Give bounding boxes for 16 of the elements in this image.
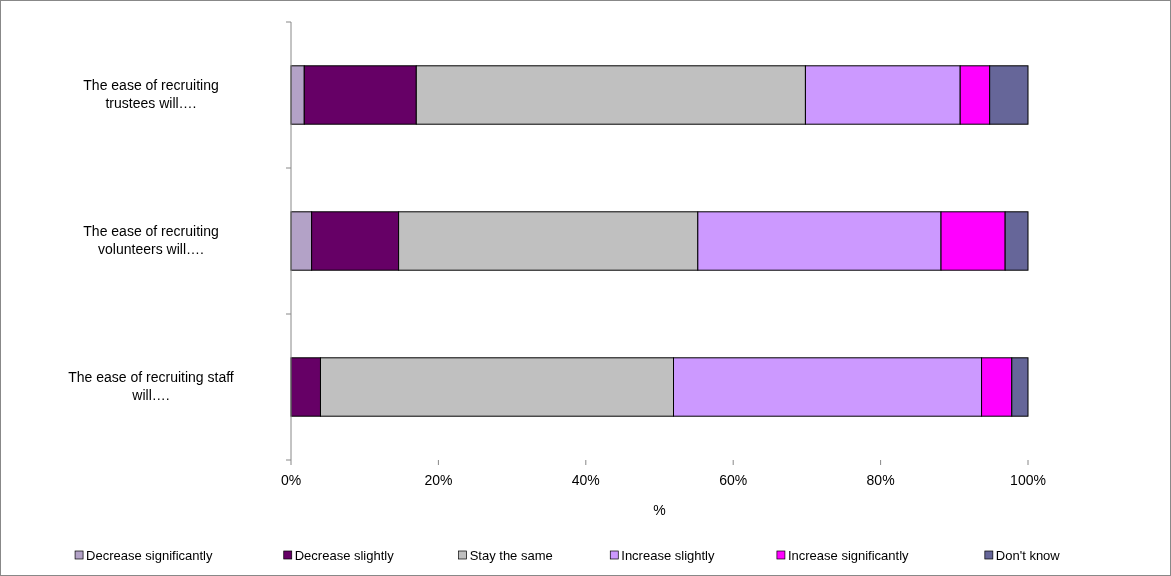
legend-label: Increase significantly [787, 548, 910, 563]
legend-label: Increase slightly [621, 548, 715, 563]
x-tick-label: 20% [424, 472, 453, 488]
y-tick-label: The ease of recruiting trustees will…. [83, 76, 219, 111]
x-axis-title: % [653, 502, 666, 518]
legend-label: Decrease slightly [294, 548, 395, 563]
x-tick-label: 100% [1010, 472, 1046, 488]
legend-label: Stay the same [469, 548, 553, 563]
x-tick-label: 40% [571, 472, 600, 488]
x-tick-label: 80% [866, 472, 895, 488]
x-tick-label: 0% [280, 472, 302, 488]
x-tick-label: 60% [719, 472, 748, 488]
legend-label: Decrease significantly [86, 548, 214, 563]
legend-label: Don't know [995, 548, 1061, 563]
y-tick-label: The ease of recruiting staff will…. [68, 368, 234, 403]
y-tick-label: The ease of recruiting volunteers will…. [83, 222, 219, 257]
